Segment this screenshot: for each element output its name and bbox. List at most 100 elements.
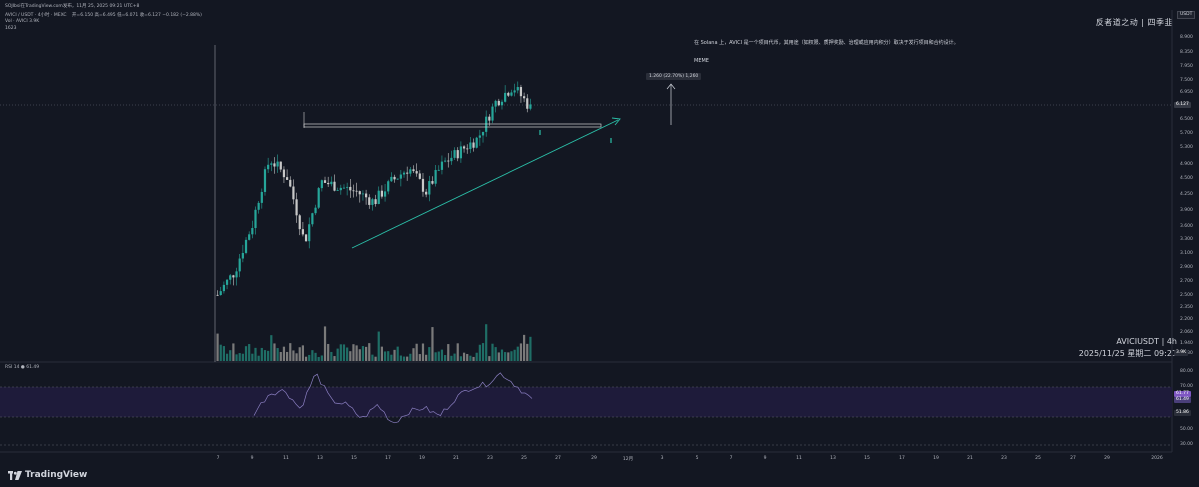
volume-bar bbox=[235, 354, 238, 361]
volume-bar bbox=[402, 356, 406, 361]
candle-body bbox=[368, 197, 371, 205]
candle-body bbox=[314, 207, 317, 214]
candle-body bbox=[273, 163, 276, 167]
date-tick: 27 bbox=[555, 456, 561, 461]
candle-body bbox=[342, 187, 346, 189]
candle-body bbox=[371, 199, 374, 205]
rsi-ma-badge: 61.49 bbox=[1174, 397, 1191, 403]
candle-body bbox=[475, 137, 478, 148]
volume-bar bbox=[295, 353, 298, 361]
volume-bar bbox=[466, 353, 469, 361]
annotation-note[interactable]: 在 Solana 上，AVICI 是一个项目代币，其用途（如权限、质押奖励、治理… bbox=[694, 40, 959, 46]
candle-body bbox=[431, 181, 434, 184]
volume-bar bbox=[478, 344, 481, 361]
volume-bar bbox=[282, 346, 286, 361]
candle-body bbox=[333, 181, 336, 191]
candle-body bbox=[393, 176, 396, 180]
price-tick: 2.700 bbox=[1180, 279, 1193, 284]
symbol-label: AVICIUSDT | 4h bbox=[1116, 337, 1177, 346]
price-tick: 5.300 bbox=[1180, 145, 1193, 150]
date-tick: 2026 bbox=[1151, 456, 1163, 461]
tradingview-logo[interactable]: TradingView bbox=[8, 470, 87, 480]
volume-bar bbox=[349, 351, 352, 361]
volume-bar bbox=[289, 343, 292, 361]
volume-bar bbox=[456, 343, 459, 361]
volume-bar bbox=[437, 351, 440, 361]
volume-bar bbox=[270, 335, 273, 361]
candle-body bbox=[396, 178, 399, 180]
candle-body bbox=[402, 172, 406, 175]
candle-body bbox=[238, 258, 241, 272]
volume-bar bbox=[425, 354, 428, 361]
volume-legend: Vol · AVICI 3.9K bbox=[5, 19, 40, 24]
volume-bar bbox=[361, 346, 365, 361]
date-tick: 11 bbox=[796, 456, 802, 461]
trendline-arrow-icon bbox=[611, 117, 621, 126]
rsi-tick: 30.00 bbox=[1180, 442, 1193, 447]
candle-body bbox=[346, 186, 349, 188]
candle-body bbox=[251, 228, 254, 235]
date-tick: 17 bbox=[899, 456, 905, 461]
support-trendline bbox=[351, 119, 619, 249]
currency-label[interactable]: USDT bbox=[1177, 11, 1196, 19]
date-tick: 19 bbox=[419, 456, 425, 461]
candle-body bbox=[399, 174, 402, 179]
rsi-legend[interactable]: RSI 14 ● 61.49 bbox=[5, 365, 40, 370]
candle-body bbox=[216, 294, 219, 296]
candle-body bbox=[349, 186, 352, 191]
candle-body bbox=[270, 163, 273, 165]
candle-body bbox=[229, 275, 232, 280]
price-tick: 2.900 bbox=[1180, 265, 1193, 270]
candle-body bbox=[263, 169, 267, 192]
measure-arrow-icon bbox=[666, 83, 676, 90]
volume-bar bbox=[374, 356, 377, 361]
candle-body bbox=[320, 180, 323, 189]
volume-bar bbox=[241, 353, 244, 361]
volume-bar bbox=[475, 352, 478, 361]
candle-body bbox=[504, 92, 507, 102]
candle-body bbox=[513, 90, 516, 93]
symbol-title[interactable]: AVICI / USDT · 4小时 · MEXC bbox=[5, 13, 67, 18]
volume-bar bbox=[399, 355, 402, 361]
volume-bar bbox=[387, 351, 390, 361]
volume-bar bbox=[317, 356, 320, 361]
date-tick: 9 bbox=[763, 456, 767, 461]
volume-bar bbox=[260, 347, 263, 361]
annotation-meme[interactable]: MEME bbox=[694, 58, 709, 64]
last-price-badge: 6.127 bbox=[1174, 102, 1191, 108]
candle-body bbox=[380, 190, 384, 197]
date-tick: 7 bbox=[216, 456, 220, 461]
price-tick: 3.900 bbox=[1180, 208, 1193, 213]
volume-bar bbox=[453, 353, 456, 361]
volume-bar bbox=[304, 356, 308, 361]
candle-body bbox=[409, 169, 412, 174]
volume-bar bbox=[513, 349, 516, 361]
candle-body bbox=[469, 142, 472, 150]
candle-body bbox=[244, 239, 248, 253]
volume-bar bbox=[519, 343, 523, 361]
volume-bar bbox=[497, 352, 500, 361]
volume-bar bbox=[216, 333, 219, 361]
tradingview-logo-icon bbox=[8, 470, 22, 480]
date-tick: 25 bbox=[521, 456, 527, 461]
price-range-measure-label[interactable]: 1.260 (22.70%) 1,260 bbox=[646, 73, 702, 80]
volume-bar bbox=[459, 356, 463, 361]
candle-body bbox=[248, 234, 251, 240]
candle-body bbox=[478, 135, 481, 138]
candle-body bbox=[491, 106, 494, 121]
volume-bar bbox=[507, 352, 510, 361]
volume-bar bbox=[225, 353, 229, 361]
volume-bar bbox=[311, 350, 314, 361]
volume-bar bbox=[219, 344, 222, 361]
volume-bar bbox=[418, 354, 421, 361]
date-tick: 23 bbox=[1001, 456, 1007, 461]
candle-body bbox=[254, 209, 257, 229]
candle-body bbox=[390, 176, 393, 182]
date-tick: 21 bbox=[453, 456, 459, 461]
volume-bar bbox=[393, 349, 396, 361]
volume-bar bbox=[415, 343, 418, 361]
rsi-band bbox=[0, 387, 1172, 417]
date-tick: 13 bbox=[317, 456, 323, 461]
